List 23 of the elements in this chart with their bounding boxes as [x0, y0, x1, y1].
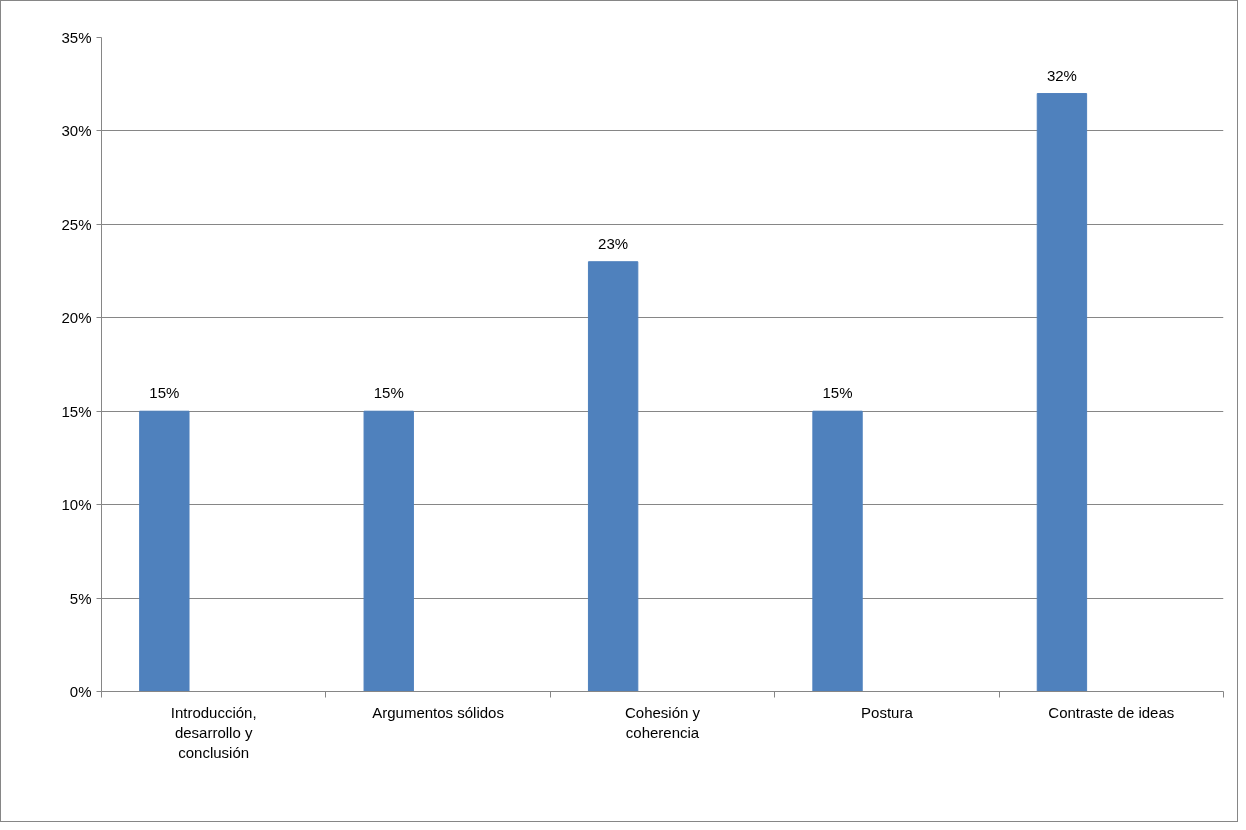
x-tick-label: Argumentos sólidos	[372, 703, 504, 721]
x-tick-label: Postura	[861, 703, 914, 721]
data-label: 23%	[598, 234, 629, 252]
bar	[1036, 93, 1088, 692]
data-label: 15%	[149, 384, 180, 402]
data-label: 32%	[1046, 66, 1077, 84]
x-tick-label: Introducción, desarrollo y conclusión	[170, 703, 257, 762]
y-tick-label: 15%	[61, 402, 92, 420]
x-tick-label: Contraste de ideas	[1048, 703, 1175, 721]
y-tick-label: 25%	[61, 215, 92, 233]
y-tick-label: 10%	[61, 496, 92, 514]
y-tick-label: 0%	[69, 683, 92, 700]
bar	[587, 261, 639, 692]
y-tick-label: 5%	[69, 589, 92, 607]
y-tick-label: 20%	[61, 309, 92, 327]
data-label: 15%	[373, 384, 404, 402]
data-label: 15%	[822, 384, 853, 402]
x-tick-label: Cohesión y coherencia	[624, 703, 701, 741]
y-tick-label: 30%	[61, 122, 92, 140]
y-tick-label: 35%	[61, 29, 92, 46]
bar	[812, 410, 863, 692]
bar	[139, 410, 190, 692]
bar	[363, 410, 414, 692]
